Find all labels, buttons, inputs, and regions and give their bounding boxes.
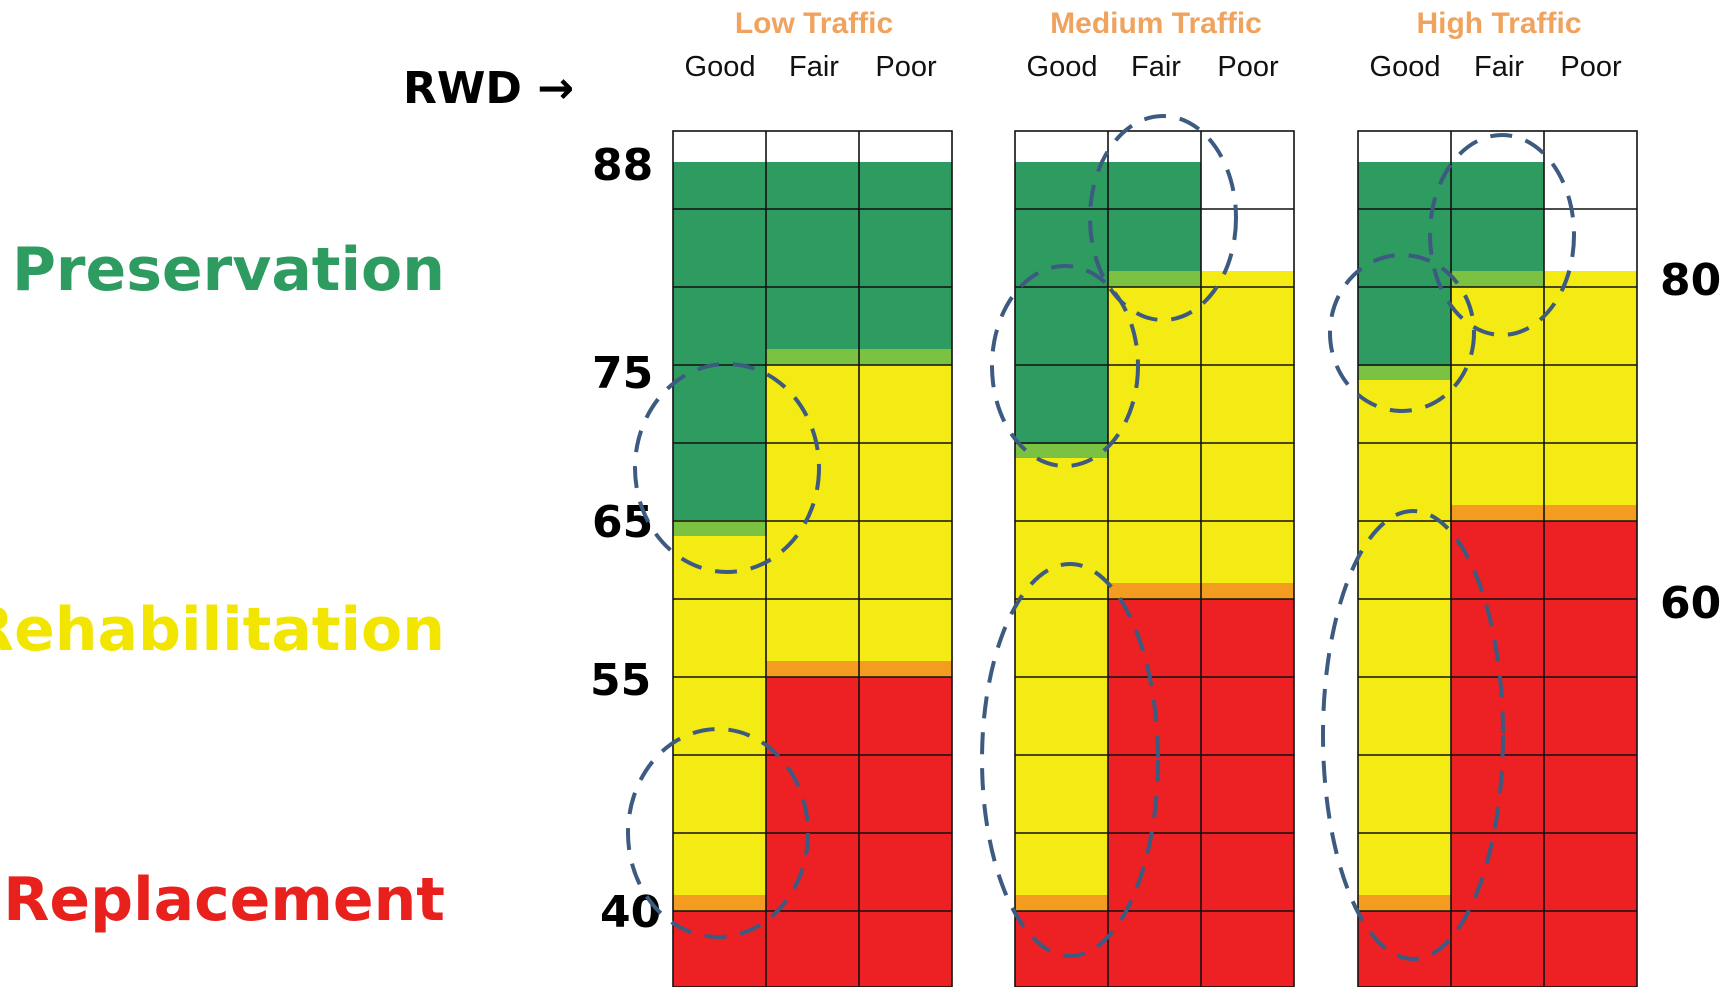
cell-preservation: [673, 162, 766, 520]
condition-good: Good: [1027, 51, 1098, 83]
highlight-circle: [1428, 133, 1576, 337]
zone-label-rehabilitation: Rehabilitation: [0, 595, 445, 665]
cell-transition-green: [1358, 366, 1451, 380]
cell-replacement: [1015, 911, 1108, 987]
rwd-value-80: 80: [1660, 255, 1721, 306]
cell-replacement: [1358, 911, 1451, 987]
cell-replacement: [673, 911, 766, 987]
cell-replacement: [859, 677, 952, 987]
cell-transition-green: [1451, 271, 1544, 287]
condition-fair: Fair: [1474, 51, 1524, 83]
cell-transition-orange: [1544, 505, 1637, 521]
cell-rehabilitation: [766, 365, 859, 661]
highlight-circle: [1328, 253, 1476, 413]
traffic-title-low: Low Traffic: [735, 7, 893, 40]
rwd-label: RWD →: [403, 63, 574, 114]
cell-transition-orange: [1451, 505, 1544, 521]
grid-lines: [1014, 130, 1295, 987]
panel-low-traffic: Low Traffic Good Fair Poor: [626, 7, 953, 987]
condition-fair: Fair: [1131, 51, 1181, 83]
rwd-value-40: 40: [600, 887, 661, 938]
cell-transition-orange: [766, 661, 859, 677]
cell-transition-green: [766, 349, 859, 365]
cell-transition-green: [673, 520, 766, 536]
condition-good: Good: [685, 51, 756, 83]
condition-poor: Poor: [1217, 51, 1279, 83]
rwd-value-65: 65: [592, 497, 653, 548]
rwd-value-88: 88: [592, 140, 653, 191]
cell-rehabilitation: [1451, 287, 1544, 505]
cell-rehabilitation: [859, 365, 952, 661]
cell-rehabilitation: [1544, 271, 1637, 505]
panel-high-traffic: High Traffic Good Fair Poor: [1321, 7, 1638, 987]
highlight-circle: [1321, 509, 1505, 961]
highlight-circle: [990, 264, 1140, 468]
cell-replacement: [1201, 599, 1294, 987]
zone-label-replacement: Replacement: [3, 865, 445, 935]
cell-rehabilitation: [673, 536, 766, 895]
cell-replacement: [1108, 599, 1201, 987]
cell-transition-orange: [1358, 895, 1451, 911]
highlight-circle: [633, 362, 821, 574]
cell-transition-orange: [1015, 895, 1108, 911]
cell-preservation: [1451, 162, 1544, 271]
cell-replacement: [1544, 521, 1637, 987]
traffic-title-medium: Medium Traffic: [1050, 7, 1262, 40]
cell-transition-orange: [673, 895, 766, 911]
cell-transition-orange: [1108, 583, 1201, 599]
condition-poor: Poor: [1560, 51, 1622, 83]
cell-preservation: [766, 162, 859, 349]
highlight-circle: [1088, 114, 1238, 322]
traffic-title-high: High Traffic: [1416, 7, 1581, 40]
rwd-value-60: 60: [1660, 578, 1721, 629]
condition-good: Good: [1370, 51, 1441, 83]
cell-transition-orange: [859, 661, 952, 677]
cell-preservation: [1108, 162, 1201, 271]
cell-transition-orange: [1201, 583, 1294, 599]
cell-transition-green: [1108, 271, 1201, 287]
cell-preservation: [1358, 162, 1451, 366]
cell-rehabilitation: [1108, 287, 1201, 583]
cell-preservation: [1015, 162, 1108, 444]
rwd-value-55: 55: [590, 655, 651, 706]
zone-label-preservation: Preservation: [12, 235, 445, 305]
rwd-value-75: 75: [592, 348, 653, 399]
condition-poor: Poor: [875, 51, 937, 83]
cell-transition-green: [1015, 444, 1108, 458]
cell-rehabilitation: [1201, 271, 1294, 583]
cell-rehabilitation: [1358, 380, 1451, 895]
highlight-circle: [626, 727, 810, 939]
panel-medium-traffic: Medium Traffic Good Fair Poor: [980, 7, 1295, 987]
condition-fair: Fair: [789, 51, 839, 83]
cell-transition-green: [859, 349, 952, 365]
cell-replacement: [766, 677, 859, 987]
cell-preservation: [859, 162, 952, 349]
highlight-circle: [980, 562, 1160, 958]
